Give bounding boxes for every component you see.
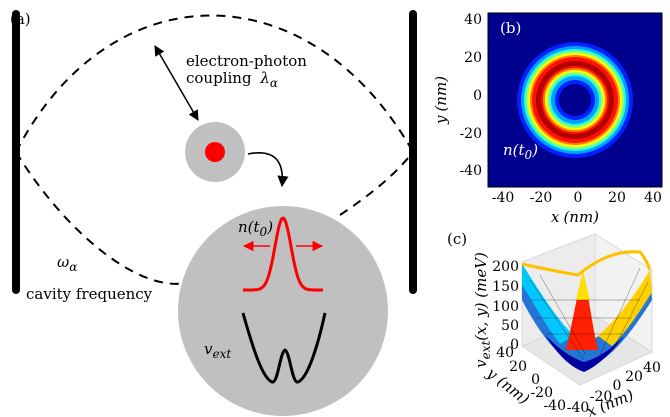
- electron-dot: [205, 142, 225, 162]
- y-tick: -40: [459, 163, 482, 179]
- y-tick: 20: [464, 50, 482, 66]
- y-axis-label: y(nm): [432, 76, 450, 125]
- omega-label: ωα: [57, 253, 77, 274]
- panel-b: (b) n(t0) -40 -20 0 20 40 40 20 0 -20 -4…: [432, 12, 662, 226]
- z-tick: 100: [492, 299, 519, 315]
- z-axis-ticks: 200 150 100 50 0: [492, 259, 519, 353]
- cavity-mode-lower: [16, 152, 195, 284]
- large-disk: [178, 206, 388, 416]
- c-x-tick: 40: [643, 360, 661, 376]
- panel-c-label: (c): [447, 230, 467, 248]
- y-axis-ticks: 40 20 0 -20 -40: [459, 12, 482, 179]
- y-tick: 0: [473, 88, 482, 104]
- coupling-label-line2: coupling λα: [186, 69, 278, 90]
- panel-b-label: (b): [500, 19, 521, 37]
- coupling-label-line1: electron-photon: [186, 52, 307, 70]
- density-label: n(t0): [238, 218, 273, 239]
- z-tick: 150: [492, 279, 519, 295]
- z-tick: 50: [501, 318, 519, 334]
- x-tick: -20: [530, 190, 553, 206]
- x-tick: 0: [574, 190, 583, 206]
- x-axis-ticks: -40 -20 0 20 40: [492, 190, 662, 206]
- c-y-tick: 20: [509, 359, 527, 375]
- density-heatmap: [488, 13, 662, 187]
- heatmap-annotation: n(t0): [503, 141, 538, 162]
- x-tick: -40: [492, 190, 515, 206]
- zoom-arrow: [248, 153, 282, 186]
- c-z-axis-label: vext(x, y) (meV): [472, 252, 493, 368]
- z-tick: 200: [492, 259, 519, 275]
- x-tick: 20: [608, 190, 626, 206]
- y-tick: 40: [464, 12, 482, 28]
- panel-a: (a) electron-photon coupling λα n(t0): [10, 10, 413, 416]
- c-y-tick: -40: [543, 398, 566, 414]
- cavity-mode-lower-right: [340, 152, 413, 215]
- x-axis-label: x (nm): [551, 208, 599, 226]
- c-x-tick: 20: [625, 369, 643, 385]
- panel-c: (c) 200 150 100 50 0 40 20 0 -20 -40: [447, 230, 661, 417]
- y-tick: -20: [459, 126, 482, 142]
- cavity-frequency-label: cavity frequency: [26, 285, 153, 303]
- x-tick: 40: [644, 190, 662, 206]
